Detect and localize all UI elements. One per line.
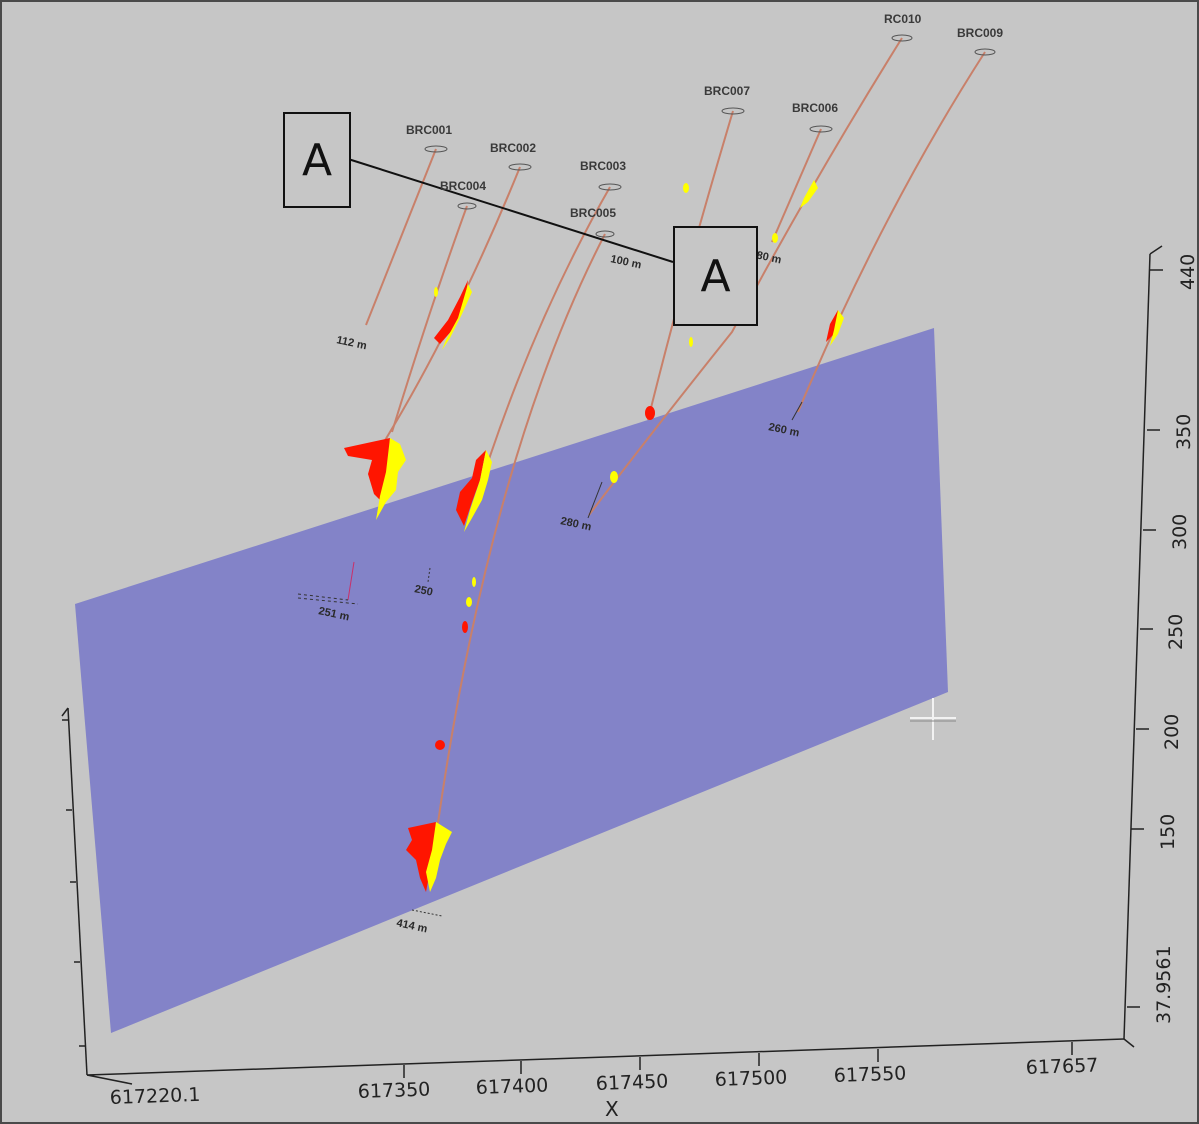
assay-brc004-small bbox=[434, 287, 438, 297]
hole-label-brc001: BRC001 bbox=[406, 123, 452, 137]
hole-label-rc010: RC010 bbox=[884, 12, 922, 26]
assay-intercepts bbox=[344, 180, 844, 892]
z-tick-2: 200 bbox=[1161, 714, 1183, 750]
assay-low-brc003 bbox=[464, 450, 492, 532]
crosshair-cursor-icon bbox=[910, 698, 956, 740]
hole-label-brc002: BRC002 bbox=[490, 141, 536, 155]
hole-ends bbox=[297, 401, 803, 917]
z-tick-6: 440 bbox=[1177, 254, 1197, 290]
assay-high-brc003 bbox=[456, 450, 486, 526]
collar-brc004 bbox=[457, 202, 477, 210]
assay-low-brc004 bbox=[442, 284, 472, 350]
z-tick-5: 350 bbox=[1173, 414, 1195, 450]
assay-dot-brc005 bbox=[435, 740, 445, 750]
z-tick-0: 37.9561 bbox=[1153, 945, 1175, 1024]
collar-brc009 bbox=[974, 48, 996, 56]
x-tick-2: 617400 bbox=[475, 1074, 548, 1099]
trace-brc002 bbox=[383, 166, 521, 443]
assay-brc006-lower bbox=[772, 233, 778, 243]
depth-label-brc001: 112 m bbox=[335, 334, 368, 352]
assay-small-brc005-1 bbox=[462, 621, 468, 633]
collar-brc007 bbox=[721, 107, 745, 115]
hole-label-brc005: BRC005 bbox=[570, 206, 616, 220]
assay-low-brc009 bbox=[830, 310, 844, 346]
depth-label-extra: 250 bbox=[413, 583, 433, 599]
hole-labels: BRC001 BRC002 BRC003 BRC004 BRC005 BRC00… bbox=[406, 12, 1003, 220]
x-axis-line bbox=[86, 1038, 1125, 1076]
assay-low-brc005 bbox=[426, 822, 452, 892]
assay-brc006 bbox=[800, 180, 818, 208]
collar-brc001 bbox=[424, 145, 448, 153]
section-plane bbox=[75, 328, 948, 1033]
collars bbox=[424, 34, 996, 238]
section-line bbox=[344, 157, 674, 263]
x-axis-title: X bbox=[605, 1097, 619, 1121]
x-tick-6: 617657 bbox=[1025, 1054, 1098, 1079]
z-axis-line bbox=[1123, 253, 1151, 1040]
trace-brc001 bbox=[365, 148, 437, 326]
trace-brc006 bbox=[771, 128, 822, 243]
trace-brc005 bbox=[429, 233, 606, 883]
collar-brc005 bbox=[595, 230, 615, 238]
collar-brc003 bbox=[598, 183, 622, 191]
assay-small-brc005-2 bbox=[466, 597, 472, 607]
z-tick-4: 300 bbox=[1169, 514, 1191, 550]
axes bbox=[61, 245, 1163, 1085]
x-tick-labels: 617220.1 617350 617400 617450 617500 617… bbox=[109, 1054, 1098, 1121]
z-tick-1: 150 bbox=[1157, 814, 1179, 850]
hole-label-brc004: BRC004 bbox=[440, 179, 486, 193]
depth-label-brc005: 414 m bbox=[395, 917, 428, 935]
collar-rc010 bbox=[891, 34, 913, 42]
collar-brc002 bbox=[508, 163, 532, 171]
x-tick-0: 617220.1 bbox=[109, 1084, 200, 1109]
assay-high-brc002 bbox=[344, 438, 390, 502]
section-marker-right: A bbox=[673, 226, 758, 326]
y-axis-line bbox=[67, 707, 88, 1076]
collar-brc006 bbox=[809, 125, 833, 133]
assay-brc007-mid bbox=[689, 337, 693, 347]
z-tick-3: 250 bbox=[1165, 614, 1187, 650]
x-tick-4: 617500 bbox=[714, 1066, 787, 1091]
assay-small-brc005-3 bbox=[472, 577, 476, 587]
drillhole-traces bbox=[365, 37, 986, 883]
trace-brc004 bbox=[391, 205, 468, 433]
hole-label-brc009: BRC009 bbox=[957, 26, 1003, 40]
trace-brc009 bbox=[797, 51, 986, 413]
z-tick-labels: 37.9561 150 200 250 300 350 440 bbox=[1153, 254, 1197, 1024]
x-tick-1: 617350 bbox=[357, 1078, 430, 1103]
depth-label-brc007: 100 m bbox=[609, 253, 642, 271]
assay-high-brc004 bbox=[434, 280, 468, 344]
hole-label-brc003: BRC003 bbox=[580, 159, 626, 173]
x-tick-5: 617550 bbox=[833, 1062, 906, 1087]
assay-brc007-upper bbox=[683, 183, 689, 193]
hole-label-brc006: BRC006 bbox=[792, 101, 838, 115]
hole-label-brc007: BRC007 bbox=[704, 84, 750, 98]
x-tick-3: 617450 bbox=[595, 1070, 668, 1095]
assay-low-brc002 bbox=[376, 438, 406, 520]
assay-brc007-red bbox=[645, 406, 655, 420]
assay-rc010-yellow bbox=[610, 471, 618, 483]
section-marker-left: A bbox=[283, 112, 351, 208]
